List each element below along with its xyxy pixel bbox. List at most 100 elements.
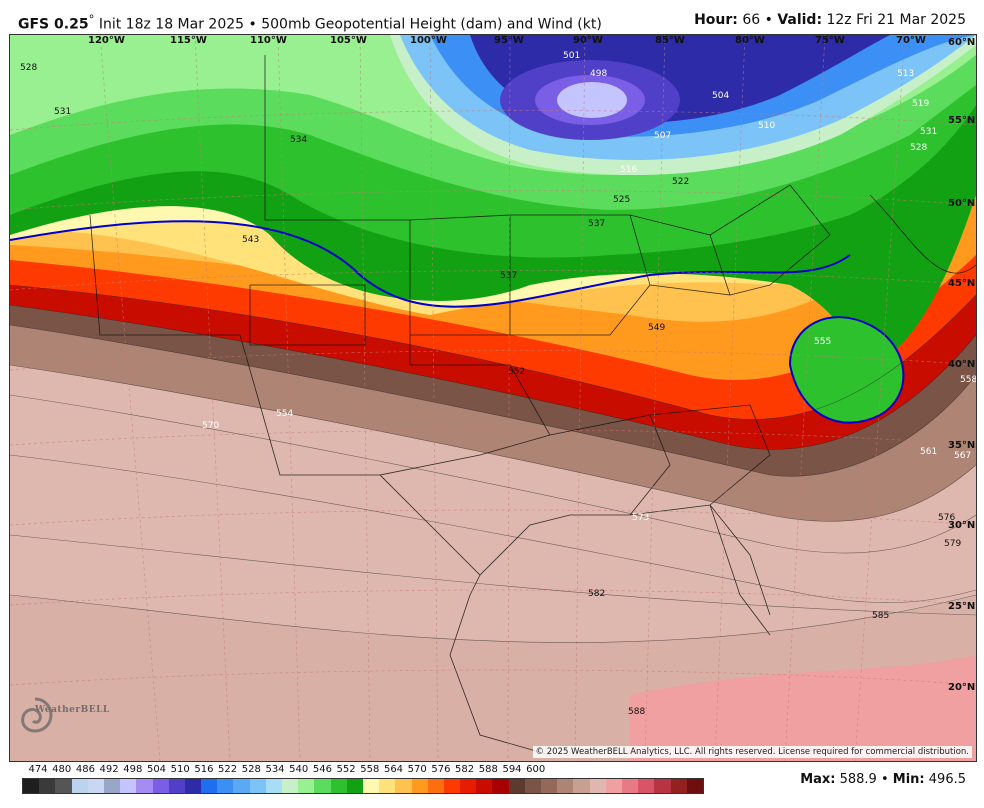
init-time: Init 18z 18 Mar 2025 <box>94 16 245 33</box>
contour-label: 558 <box>960 375 977 385</box>
contour-label: 522 <box>672 177 690 187</box>
colorbar-tick-label: 516 <box>194 764 214 775</box>
colorbar-tick-label: 546 <box>312 764 332 775</box>
contour-label: 501 <box>563 51 581 61</box>
contour-label: 543 <box>242 235 260 245</box>
lon-label: 90°W <box>573 35 603 46</box>
contour-label: 498 <box>590 69 608 79</box>
colorbar-tick-label: 528 <box>241 764 261 775</box>
colorbar-tick-label: 576 <box>431 764 451 775</box>
colorbar-tick-label: 564 <box>383 764 404 775</box>
valid-label: Valid: <box>777 12 823 28</box>
lon-label: 70°W <box>896 35 926 46</box>
colorbar-swatch <box>168 779 185 793</box>
height-field-map <box>10 35 976 761</box>
colorbar-tick-label: 474 <box>28 764 48 775</box>
contour-label: 537 <box>588 219 606 229</box>
contour-label: 579 <box>944 539 962 549</box>
contour-label: 510 <box>758 121 776 131</box>
max-label: Max: <box>800 772 836 787</box>
contour-label: 552 <box>508 367 526 377</box>
colorbar-swatch <box>589 779 606 793</box>
colorbar-swatch <box>346 779 363 793</box>
colorbar-tick-label: 594 <box>502 764 522 775</box>
colorbar-swatch <box>39 779 56 793</box>
weatherbell-logo: WeatherBELL <box>15 695 109 739</box>
colorbar-tick-label: 558 <box>360 764 380 775</box>
lat-label: 60°N <box>948 37 976 48</box>
colorbar-tick-label: 552 <box>336 764 356 775</box>
colorbar-swatch <box>427 779 444 793</box>
colorbar-swatch <box>201 779 218 793</box>
lat-label: 35°N <box>948 440 976 451</box>
colorbar-swatch <box>314 779 331 793</box>
contour-label: 504 <box>712 91 730 101</box>
colorbar-swatch <box>492 779 509 793</box>
colorbar-tick-label: 486 <box>75 764 95 775</box>
colorbar-swatch <box>621 779 639 793</box>
colorbar-swatch <box>573 779 590 793</box>
contour-label: 516 <box>620 165 638 175</box>
colorbar <box>22 778 704 794</box>
lon-label: 115°W <box>170 35 207 46</box>
colorbar-swatch <box>654 779 671 793</box>
hour-label: Hour: <box>694 12 738 28</box>
lat-label: 25°N <box>948 601 976 612</box>
contour-label: 528 <box>910 143 928 153</box>
lon-label: 110°W <box>250 35 287 46</box>
separator: • <box>876 772 893 787</box>
colorbar-tick-label: 588 <box>478 764 498 775</box>
colorbar-swatch <box>670 779 687 793</box>
map-panel[interactable]: 120°W 115°W 110°W 105°W 100°W 95°W 90°W … <box>9 34 977 762</box>
contour-label: 588 <box>628 707 646 717</box>
logo-text: WeatherBELL <box>35 705 110 715</box>
colorbar-swatch <box>605 779 622 793</box>
colorbar-swatch <box>362 779 380 793</box>
contour-label: 507 <box>654 131 672 141</box>
separator: • <box>244 16 262 33</box>
lon-label: 105°W <box>330 35 367 46</box>
lon-label: 100°W <box>410 35 447 46</box>
valid-info: Hour: 66 • Valid: 12z Fri 21 Mar 2025 <box>694 12 966 28</box>
colorbar-swatch <box>443 779 461 793</box>
contour-label: 513 <box>897 69 915 79</box>
contour-label: 570 <box>202 421 220 431</box>
lat-label: 55°N <box>948 115 976 126</box>
contour-label: 549 <box>648 323 666 333</box>
contour-label: 561 <box>920 447 938 457</box>
header: GFS 0.25° Init 18z 18 Mar 2025 • 500mb G… <box>0 0 984 34</box>
colorbar-swatch <box>638 779 655 793</box>
colorbar-swatch <box>71 779 88 793</box>
colorbar-swatch <box>460 779 477 793</box>
contour-label: 537 <box>500 271 518 281</box>
lat-label: 45°N <box>948 278 976 289</box>
contour-label: 519 <box>912 99 930 109</box>
colorbar-tick-label: 582 <box>455 764 475 775</box>
colorbar-swatch <box>103 779 121 793</box>
colorbar-swatch <box>508 779 525 793</box>
colorbar-tick-label: 534 <box>265 764 285 775</box>
colorbar-swatch <box>23 779 40 793</box>
contour-label: 525 <box>613 195 631 205</box>
colorbar-swatch <box>87 779 104 793</box>
contour-label: 528 <box>20 63 38 73</box>
contour-label: 567 <box>954 451 972 461</box>
colorbar-tick-label: 480 <box>52 764 72 775</box>
hour-value: 66 <box>737 12 761 28</box>
colorbar-swatch <box>265 779 282 793</box>
colorbar-swatch <box>217 779 234 793</box>
colorbar-swatch <box>395 779 412 793</box>
colorbar-swatch <box>282 779 299 793</box>
product-name: 500mb Geopotential Height (dam) and Wind… <box>261 16 602 33</box>
contour-label: 531 <box>54 107 72 117</box>
colorbar-swatch <box>233 779 250 793</box>
lon-label: 120°W <box>88 35 125 46</box>
contour-label: 585 <box>872 611 890 621</box>
lat-label: 50°N <box>948 198 976 209</box>
title: GFS 0.25° Init 18z 18 Mar 2025 • 500mb G… <box>18 12 602 33</box>
colorbar-swatch <box>557 779 574 793</box>
contour-label: 555 <box>814 337 832 347</box>
colorbar-swatch <box>476 779 493 793</box>
min-label: Min: <box>892 772 925 787</box>
colorbar-tick-label: 504 <box>146 764 167 775</box>
